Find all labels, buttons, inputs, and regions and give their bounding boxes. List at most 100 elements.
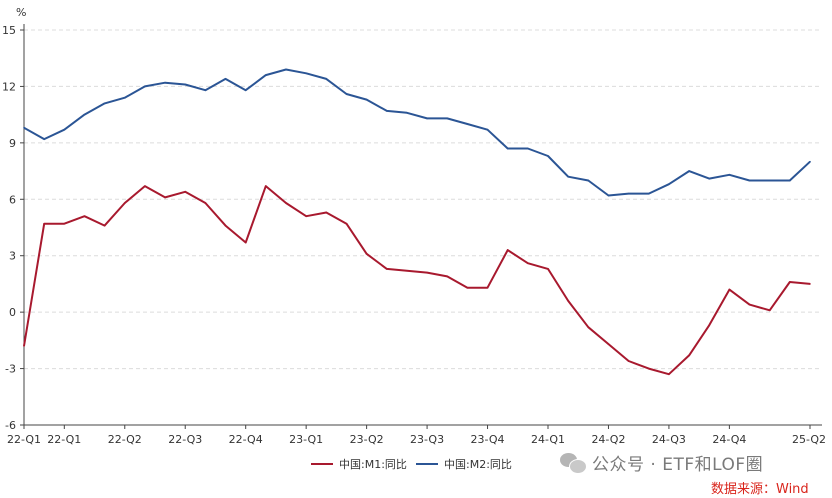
x-tick-label: 25-Q2 — [792, 433, 826, 446]
data-point — [265, 185, 267, 187]
x-tick-label: 23-Q1 — [289, 433, 323, 446]
data-point — [63, 128, 66, 131]
data-point — [486, 128, 489, 131]
axes — [23, 24, 822, 426]
watermark-text: 公众号 · ETF和LOF圈 — [592, 455, 764, 475]
data-point — [547, 155, 549, 157]
data-point — [103, 224, 106, 227]
data-point — [809, 283, 811, 285]
data-point — [285, 202, 287, 204]
x-tick-label: 24-Q2 — [591, 433, 625, 446]
x-tick-label: 23-Q4 — [471, 433, 505, 446]
data-source-label: 数据来源：Wind — [711, 482, 809, 497]
y-tick-label: 12 — [2, 80, 16, 93]
data-point — [768, 309, 771, 312]
y-tick-label: 3 — [9, 250, 16, 263]
data-point — [446, 117, 449, 120]
data-point — [83, 113, 86, 116]
data-point — [224, 224, 227, 227]
x-tick-label: 23-Q3 — [410, 433, 444, 446]
series-line-2 — [23, 68, 811, 197]
legend: 中国:M1:同比 中国:M2:同比 — [311, 458, 512, 471]
data-point — [224, 78, 227, 80]
y-tick-label: 15 — [2, 24, 16, 37]
x-tick-label: 24-Q4 — [712, 433, 746, 446]
data-point — [527, 262, 529, 265]
data-point — [305, 72, 307, 75]
data-point — [789, 281, 791, 283]
x-tick-label: 24-Q3 — [652, 433, 686, 446]
data-point — [728, 174, 731, 176]
data-point — [83, 215, 86, 218]
data-point — [43, 222, 45, 225]
data-point — [244, 89, 247, 91]
x-tick-label: 22-Q4 — [229, 433, 263, 446]
data-point — [547, 268, 549, 270]
data-point — [325, 211, 328, 214]
grid-lines — [24, 29, 822, 370]
data-point — [265, 74, 267, 76]
x-tick-label: 24-Q1 — [531, 433, 565, 446]
data-point — [184, 83, 187, 86]
data-point — [627, 192, 630, 195]
data-point — [204, 202, 207, 204]
data-point — [567, 300, 569, 302]
data-point — [567, 175, 569, 178]
data-point — [668, 373, 670, 376]
y-axis-label: % — [16, 6, 26, 19]
data-point — [23, 127, 25, 129]
data-point — [123, 96, 126, 99]
wechat-icon — [560, 452, 587, 474]
data-point — [587, 326, 590, 328]
data-point — [506, 147, 509, 150]
data-point — [748, 303, 751, 306]
data-point — [668, 183, 670, 186]
data-point — [164, 81, 166, 84]
data-point — [103, 102, 106, 105]
y-tick-label: 6 — [9, 193, 16, 206]
data-point — [426, 271, 428, 274]
data-point — [406, 269, 408, 272]
data-point — [607, 343, 610, 345]
data-point — [385, 110, 388, 112]
watermark: 公众号 · ETF和LOF圈 — [560, 450, 763, 475]
data-point — [708, 177, 711, 180]
data-point — [688, 354, 690, 357]
data-point — [506, 249, 509, 251]
data-point — [325, 78, 328, 80]
y-tick-label: 0 — [9, 306, 16, 319]
series-line-1 — [23, 185, 811, 376]
x-tick-label: 22-Q3 — [168, 433, 202, 446]
data-point — [466, 123, 469, 125]
data-point — [184, 190, 187, 193]
data-point — [688, 170, 690, 172]
x-tick-label: 22-Q1 — [47, 433, 81, 446]
data-point — [123, 202, 126, 204]
y-tick-label: -3 — [5, 363, 16, 376]
data-point — [244, 241, 247, 244]
data-point — [305, 215, 307, 218]
data-point — [63, 222, 66, 225]
data-point — [345, 93, 348, 95]
data-point — [728, 288, 731, 291]
data-point — [345, 222, 348, 225]
legend-label: 中国:M2:同比 — [444, 458, 512, 471]
data-point — [647, 192, 650, 195]
data-point — [748, 179, 751, 182]
data-point — [23, 345, 25, 347]
x-tick-label: 22-Q2 — [108, 433, 142, 446]
series-lines — [23, 68, 811, 376]
data-point — [144, 185, 146, 187]
data-point — [809, 160, 811, 163]
data-point — [466, 286, 469, 289]
data-point — [446, 275, 449, 278]
data-point — [789, 179, 791, 182]
data-point — [708, 324, 711, 327]
y-tick-label: 9 — [9, 137, 16, 150]
data-point — [587, 179, 590, 182]
y-axis-ticks: 15 12 9 6 3 0 -3 -6 — [2, 24, 24, 432]
data-point — [385, 268, 388, 270]
data-point — [164, 196, 166, 199]
x-axis-ticks: 22-Q1 22-Q1 22-Q2 22-Q3 22-Q4 23-Q1 23-Q2 23-Q3… — [7, 425, 826, 446]
